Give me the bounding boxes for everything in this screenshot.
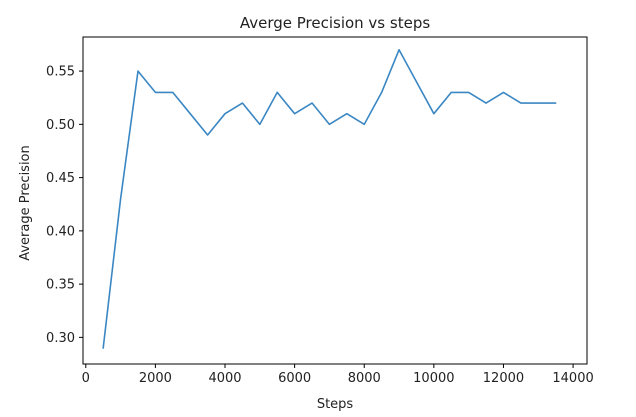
- data-point: [136, 69, 139, 72]
- x-tick-label: 4000: [208, 371, 241, 386]
- data-point: [293, 112, 296, 115]
- data-point: [171, 91, 174, 94]
- y-axis-label: Average Precision: [18, 145, 33, 261]
- y-tick-label: 0.50: [46, 118, 75, 133]
- data-point: [189, 112, 192, 115]
- data-point: [432, 112, 435, 115]
- y-tick-label: 0.40: [46, 224, 75, 239]
- y-tick-label: 0.35: [46, 278, 75, 293]
- data-point: [537, 101, 540, 104]
- data-point: [519, 101, 522, 104]
- y-axis: 0.30 0.35 0.40 0.45 0.50 0.55: [46, 65, 83, 346]
- data-point: [276, 91, 279, 94]
- x-axis-label: Steps: [317, 397, 354, 412]
- data-point: [397, 48, 400, 51]
- x-tick-label: 6000: [278, 371, 311, 386]
- data-point: [380, 91, 383, 94]
- series-line: [102, 48, 557, 349]
- data-point: [363, 123, 366, 126]
- data-point: [450, 91, 453, 94]
- data-point: [484, 101, 487, 104]
- data-point: [554, 101, 557, 104]
- data-point: [502, 91, 505, 94]
- data-point: [119, 197, 122, 200]
- data-point: [154, 91, 157, 94]
- plot-frame: [82, 36, 588, 365]
- x-tick-label: 10000: [413, 371, 454, 386]
- y-tick-label: 0.55: [46, 65, 75, 80]
- x-tick-label: 12000: [483, 371, 524, 386]
- data-point: [467, 91, 470, 94]
- y-tick-label: 0.30: [46, 331, 75, 346]
- data-point: [328, 123, 331, 126]
- data-point: [310, 101, 313, 104]
- x-tick-label: 14000: [552, 371, 593, 386]
- x-tick-label: 0: [82, 371, 90, 386]
- data-point: [415, 80, 418, 83]
- data-point: [102, 346, 105, 349]
- x-axis: 0 2000 4000 6000 8000 10000 12000 14000: [82, 364, 594, 386]
- series-layer: [102, 48, 557, 349]
- data-point: [241, 101, 244, 104]
- data-point: [345, 112, 348, 115]
- chart-title: Averge Precision vs steps: [240, 14, 431, 32]
- data-point: [223, 112, 226, 115]
- x-tick-label: 2000: [139, 371, 172, 386]
- data-point: [258, 123, 261, 126]
- data-point: [206, 133, 209, 136]
- y-tick-label: 0.45: [46, 171, 75, 186]
- plot-area: [82, 36, 588, 365]
- x-tick-label: 8000: [348, 371, 381, 386]
